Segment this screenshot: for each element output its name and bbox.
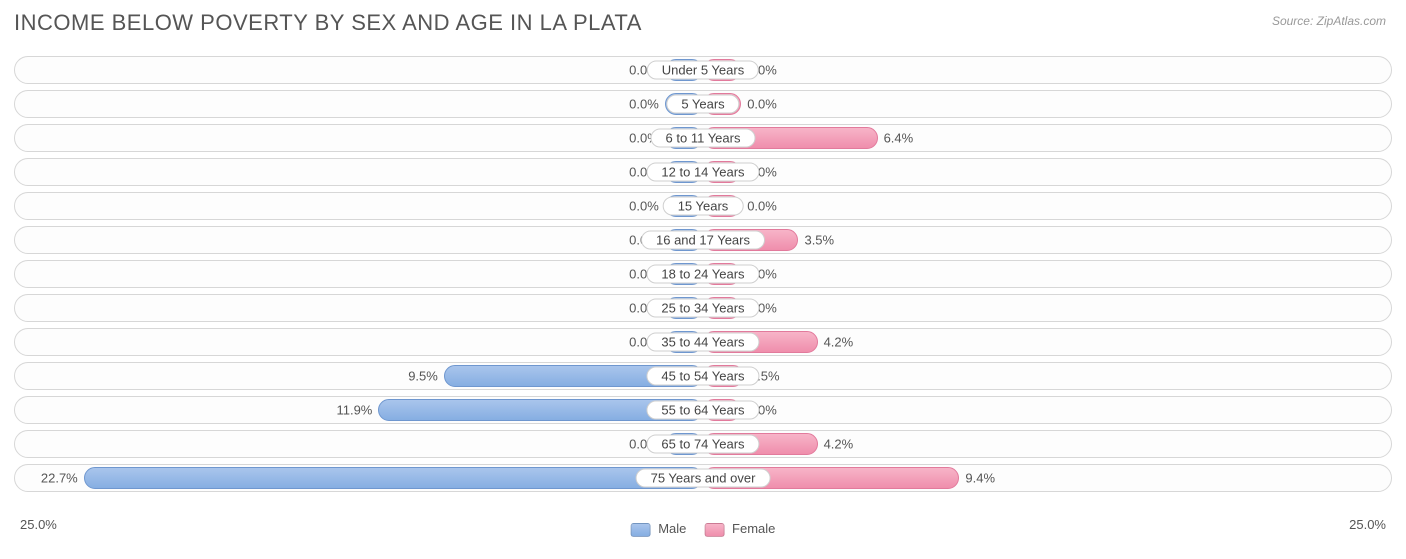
chart-row: 0.0%0.0%12 to 14 Years: [14, 158, 1392, 186]
category-label: 15 Years: [663, 197, 744, 216]
bar-wrap: 0.0%0.0%18 to 24 Years: [21, 263, 1385, 285]
female-value: 0.0%: [747, 199, 777, 214]
category-label: 5 Years: [666, 95, 739, 114]
category-label: 55 to 64 Years: [646, 401, 759, 420]
category-label: 65 to 74 Years: [646, 435, 759, 454]
bar-wrap: 0.0%4.2%65 to 74 Years: [21, 433, 1385, 455]
female-value: 4.2%: [824, 437, 854, 452]
chart-title: INCOME BELOW POVERTY BY SEX AND AGE IN L…: [14, 10, 642, 36]
bar-wrap: 0.0%6.4%6 to 11 Years: [21, 127, 1385, 149]
category-label: 45 to 54 Years: [646, 367, 759, 386]
female-value: 0.0%: [747, 97, 777, 112]
chart-row: 0.0%4.2%35 to 44 Years: [14, 328, 1392, 356]
chart-row: 22.7% 9.4% 75 Years and over: [14, 464, 1392, 492]
bar-wrap: 0.0%0.0%25 to 34 Years: [21, 297, 1385, 319]
female-value: 9.4%: [965, 471, 995, 486]
category-label: 12 to 14 Years: [646, 163, 759, 182]
female-value: 3.5%: [804, 233, 834, 248]
chart-row: 0.0%3.5%16 and 17 Years: [14, 226, 1392, 254]
male-value: 22.7%: [41, 471, 78, 486]
female-value: 4.2%: [824, 335, 854, 350]
bar-wrap: 0.0%0.0%Under 5 Years: [21, 59, 1385, 81]
bar-wrap: 0.0% 0.0% 5 Years: [21, 93, 1385, 115]
male-value: 9.5%: [408, 369, 438, 384]
category-label: 35 to 44 Years: [646, 333, 759, 352]
male-swatch: [631, 523, 651, 537]
bar-wrap: 9.5%1.5%45 to 54 Years: [21, 365, 1385, 387]
bar-wrap: 11.9%0.0%55 to 64 Years: [21, 399, 1385, 421]
category-label: 75 Years and over: [636, 469, 771, 488]
bar-wrap: 22.7% 9.4% 75 Years and over: [21, 467, 1385, 489]
chart-row: 9.5%1.5%45 to 54 Years: [14, 362, 1392, 390]
category-label: 18 to 24 Years: [646, 265, 759, 284]
male-value: 0.0%: [629, 199, 659, 214]
chart-row: 0.0%0.0%15 Years: [14, 192, 1392, 220]
axis-right-max: 25.0%: [1349, 517, 1386, 532]
bar-wrap: 0.0%3.5%16 and 17 Years: [21, 229, 1385, 251]
category-label: 6 to 11 Years: [651, 129, 756, 148]
chart-row: 0.0%0.0%Under 5 Years: [14, 56, 1392, 84]
male-bar: [84, 467, 703, 489]
chart-row: 0.0%0.0%25 to 34 Years: [14, 294, 1392, 322]
bar-wrap: 0.0%0.0%12 to 14 Years: [21, 161, 1385, 183]
chart-row: 11.9%0.0%55 to 64 Years: [14, 396, 1392, 424]
category-label: 25 to 34 Years: [646, 299, 759, 318]
bar-wrap: 0.0%0.0%15 Years: [21, 195, 1385, 217]
legend-male-label: Male: [658, 521, 686, 536]
category-label: Under 5 Years: [647, 61, 759, 80]
source-attribution: Source: ZipAtlas.com: [1272, 14, 1386, 28]
chart-row: 0.0% 0.0% 5 Years: [14, 90, 1392, 118]
male-value: 11.9%: [336, 403, 372, 418]
chart-row: 0.0%0.0%18 to 24 Years: [14, 260, 1392, 288]
chart-row: 0.0%4.2%65 to 74 Years: [14, 430, 1392, 458]
bar-wrap: 0.0%4.2%35 to 44 Years: [21, 331, 1385, 353]
legend-female-label: Female: [732, 521, 775, 536]
chart-row: 0.0%6.4%6 to 11 Years: [14, 124, 1392, 152]
legend-male: Male: [631, 521, 687, 537]
legend: Male Female: [631, 521, 776, 537]
legend-female: Female: [704, 521, 775, 537]
female-swatch: [704, 523, 724, 537]
category-label: 16 and 17 Years: [641, 231, 765, 250]
axis-left-max: 25.0%: [20, 517, 57, 532]
diverging-bar-chart: 0.0%0.0%Under 5 Years0.0%0.0%5 Years0.0%…: [14, 56, 1392, 511]
female-value: 6.4%: [884, 131, 914, 146]
male-value: 0.0%: [629, 97, 659, 112]
